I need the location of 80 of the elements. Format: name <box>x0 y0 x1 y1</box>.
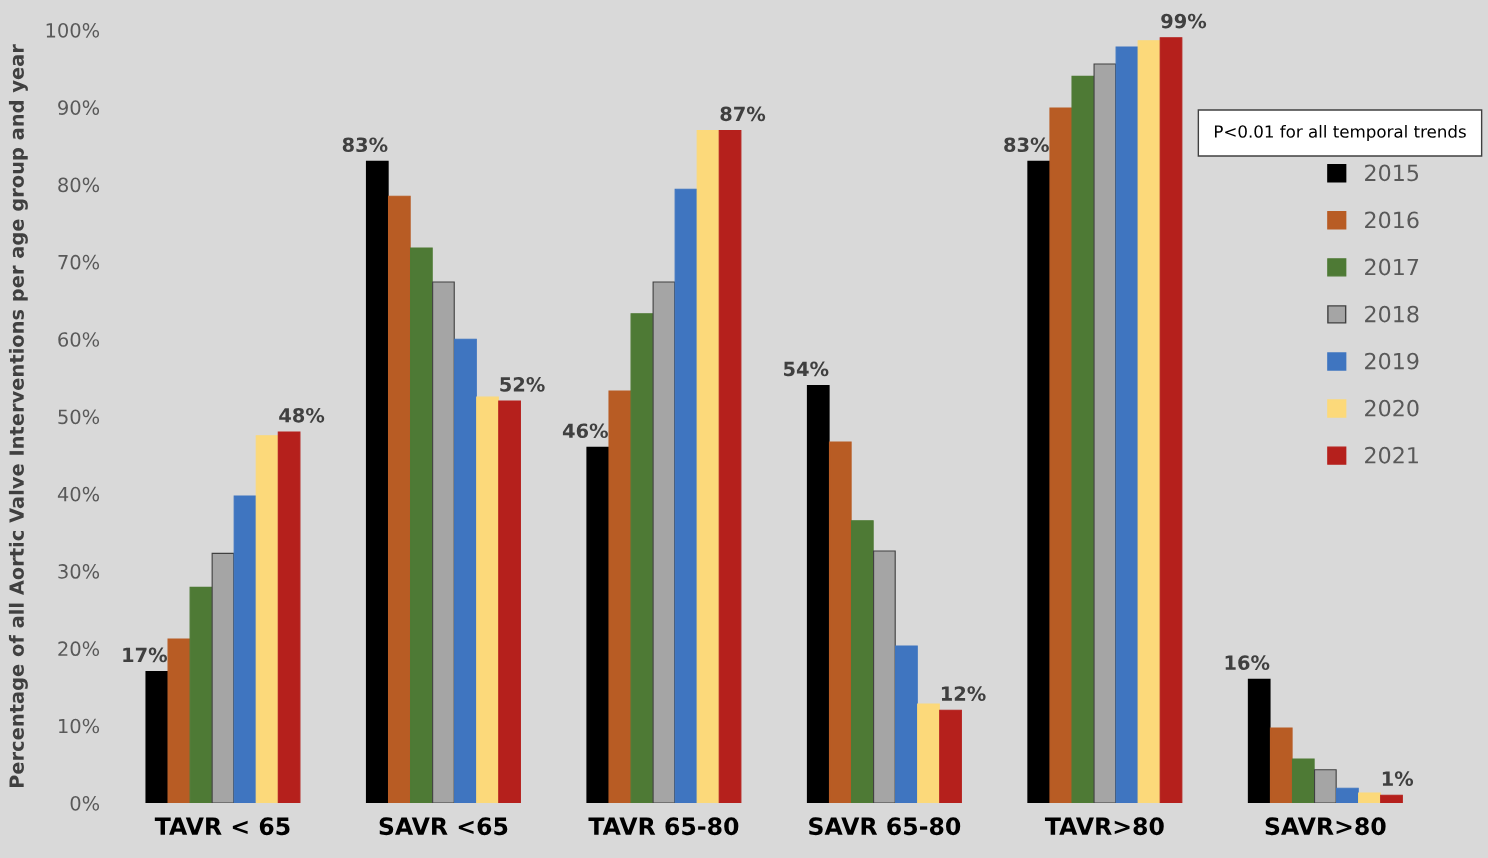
y-tick-label: 90% <box>58 100 100 115</box>
x-tick-label: SAVR>80 <box>1265 817 1386 836</box>
bar <box>630 313 654 803</box>
y-tick-label: 10% <box>59 718 100 734</box>
bar <box>1291 758 1315 803</box>
bar <box>1313 769 1337 803</box>
bar <box>806 385 830 803</box>
x-tick-label: SAVR 65-80 <box>809 817 961 836</box>
bar <box>1115 46 1139 803</box>
bar <box>1358 792 1381 803</box>
legend-label: 2017 <box>1365 258 1419 276</box>
data-label: 99% <box>1161 13 1207 29</box>
legend-label: 2016 <box>1365 211 1419 229</box>
bar <box>255 435 279 803</box>
bar <box>1380 794 1403 803</box>
bar <box>233 495 257 803</box>
y-tick-label: 40% <box>57 486 100 502</box>
bar <box>498 400 521 803</box>
data-label: 17% <box>123 647 167 663</box>
y-tick-label: 80% <box>58 177 100 193</box>
bar <box>387 195 411 803</box>
bar <box>1093 63 1117 803</box>
bar <box>674 188 698 803</box>
bar <box>718 129 742 803</box>
bar <box>277 431 301 803</box>
bar <box>476 396 499 803</box>
bar <box>145 671 169 803</box>
legend-label: 2020 <box>1365 399 1419 417</box>
bar <box>189 586 213 803</box>
bar <box>211 552 235 803</box>
x-tick-label: SAVR <65 <box>379 817 508 836</box>
y-tick-label: 0% <box>70 795 100 811</box>
y-tick-label: 70% <box>58 254 100 270</box>
bar <box>696 129 720 803</box>
x-tick-label: TAVR < 65 <box>154 817 290 836</box>
data-label: 83% <box>342 137 388 153</box>
legend-label: 2021 <box>1365 446 1418 464</box>
bar <box>586 446 610 803</box>
bar <box>939 709 962 803</box>
y-tick-label: 20% <box>58 641 100 657</box>
data-label: 1% <box>1382 771 1414 786</box>
bar <box>652 281 676 803</box>
bar <box>167 638 191 803</box>
bar <box>1336 787 1359 803</box>
data-label: 87% <box>720 106 766 122</box>
data-label: 83% <box>1004 137 1049 153</box>
bar <box>365 160 389 803</box>
data-label: 46% <box>562 423 608 439</box>
bar <box>1137 40 1161 803</box>
legend-label: 2019 <box>1365 352 1419 370</box>
x-tick-label: TAVR>80 <box>1044 817 1164 836</box>
bar <box>432 281 455 803</box>
y-tick-label: 30% <box>58 564 100 579</box>
bar <box>1247 678 1271 803</box>
y-tick-label: 60% <box>58 332 100 347</box>
bar <box>917 703 940 803</box>
bar <box>608 390 632 803</box>
legend-label: 2015 <box>1365 164 1419 182</box>
x-tick-label: TAVR 65-80 <box>588 817 739 836</box>
data-label: 12% <box>941 686 986 701</box>
bar <box>850 520 874 803</box>
annotation: P<0.01 for all temporal trends <box>1214 124 1466 142</box>
bar <box>1027 160 1051 803</box>
bar <box>454 338 477 803</box>
bar <box>895 645 918 803</box>
bar <box>1159 37 1183 803</box>
y-tick-label: 50% <box>58 409 100 425</box>
data-label: 52% <box>500 377 545 392</box>
bar <box>873 550 896 803</box>
bar <box>1049 107 1073 803</box>
data-label: 48% <box>279 407 325 423</box>
bar <box>410 247 433 803</box>
data-label: 54% <box>784 361 829 377</box>
y-axis-title: Percentage of all Aortic Valve Interventions per age group and year <box>8 44 28 788</box>
data-label: 16% <box>1225 655 1270 670</box>
bar <box>1071 75 1095 803</box>
bar <box>828 441 852 803</box>
y-tick-label: 100% <box>46 22 100 38</box>
legend-label: 2018 <box>1365 305 1419 323</box>
bar <box>1269 727 1293 803</box>
